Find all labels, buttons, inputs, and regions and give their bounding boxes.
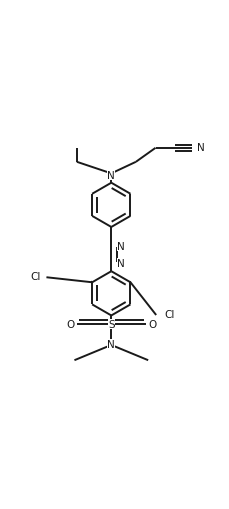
Text: Cl: Cl xyxy=(163,309,174,320)
Text: O: O xyxy=(148,319,156,329)
Text: S: S xyxy=(108,320,114,329)
Text: N: N xyxy=(116,242,124,252)
Text: O: O xyxy=(65,319,74,329)
Text: N: N xyxy=(196,143,204,153)
Text: N: N xyxy=(116,258,124,268)
Text: Cl: Cl xyxy=(30,272,40,281)
Text: N: N xyxy=(107,171,115,180)
Text: N: N xyxy=(107,340,115,350)
